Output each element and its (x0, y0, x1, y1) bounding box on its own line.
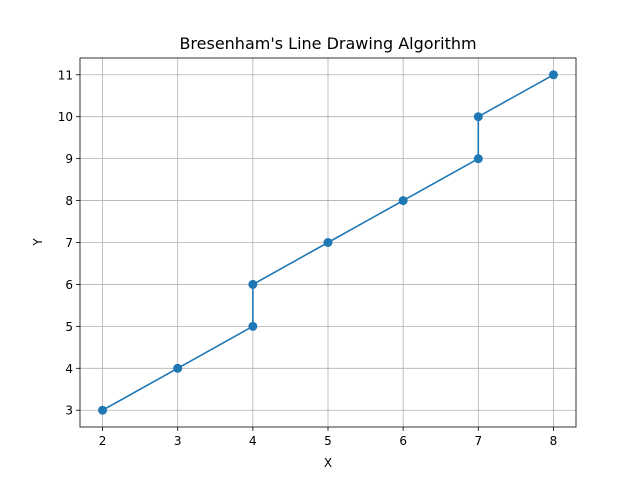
x-tick-label: 3 (174, 434, 182, 448)
data-point (248, 321, 258, 331)
ticks: 2 3 4 5 6 7 8 3 4 5 6 7 8 9 10 11 (58, 68, 558, 448)
data-point (173, 363, 183, 373)
y-tick-label: 10 (58, 110, 73, 124)
data-point (98, 405, 108, 415)
x-tick-label: 6 (399, 434, 407, 448)
x-axis-label: X (324, 456, 332, 470)
y-tick-label: 4 (65, 362, 73, 376)
data-point (473, 154, 483, 164)
y-tick-label: 3 (65, 404, 73, 418)
data-point (323, 238, 333, 247)
y-tick-label: 9 (65, 152, 73, 166)
x-tick-label: 8 (550, 434, 558, 448)
x-tick-label: 5 (324, 434, 332, 448)
y-tick-label: 7 (65, 236, 73, 250)
x-tick-label: 7 (474, 434, 482, 448)
data-point (398, 196, 408, 206)
y-tick-label: 8 (65, 194, 73, 208)
y-tick-label: 6 (65, 278, 73, 292)
y-tick-label: 5 (65, 320, 73, 334)
chart-title: Bresenham's Line Drawing Algorithm (179, 34, 476, 53)
y-axis-label: Y (31, 238, 45, 247)
data-point (473, 112, 483, 122)
y-tick-label: 11 (58, 68, 73, 82)
series-layer (98, 70, 558, 415)
x-tick-label: 2 (99, 434, 107, 448)
data-point (248, 279, 258, 289)
data-point (548, 70, 558, 80)
x-tick-label: 4 (249, 434, 257, 448)
